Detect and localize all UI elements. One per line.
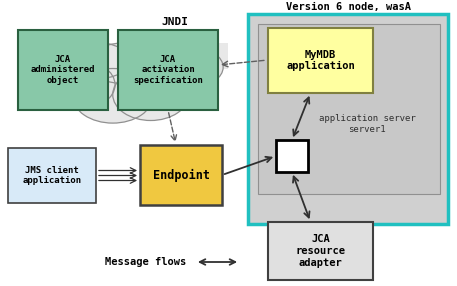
Bar	[18, 30, 108, 110]
Ellipse shape	[113, 69, 189, 120]
Bar	[268, 222, 373, 280]
Text: JMS client
application: JMS client application	[22, 166, 81, 185]
Bar	[248, 14, 448, 224]
Bar	[8, 148, 96, 203]
Ellipse shape	[32, 49, 90, 88]
Bar	[118, 30, 218, 110]
Text: Message flows: Message flows	[105, 257, 186, 267]
Text: application server
server1: application server server1	[319, 114, 415, 134]
Bar	[140, 145, 222, 205]
Ellipse shape	[163, 48, 223, 87]
Text: JCA
activation
specification: JCA activation specification	[133, 55, 203, 85]
Text: MyMDB
application: MyMDB application	[286, 50, 355, 71]
Text: Endpoint: Endpoint	[153, 168, 209, 182]
Bar	[268, 28, 373, 93]
Bar	[32, 43, 228, 69]
Ellipse shape	[153, 60, 218, 106]
Ellipse shape	[128, 43, 197, 79]
Bar	[258, 24, 440, 194]
Text: JCA
administered
object: JCA administered object	[31, 55, 95, 85]
Bar	[276, 140, 308, 172]
Ellipse shape	[84, 43, 176, 84]
Text: Version 6 node, wasA: Version 6 node, wasA	[286, 2, 410, 12]
Ellipse shape	[42, 60, 115, 110]
Ellipse shape	[73, 69, 153, 123]
Text: JCA
resource
adapter: JCA resource adapter	[296, 235, 345, 268]
Text: JNDI: JNDI	[161, 17, 188, 27]
Ellipse shape	[61, 43, 130, 79]
